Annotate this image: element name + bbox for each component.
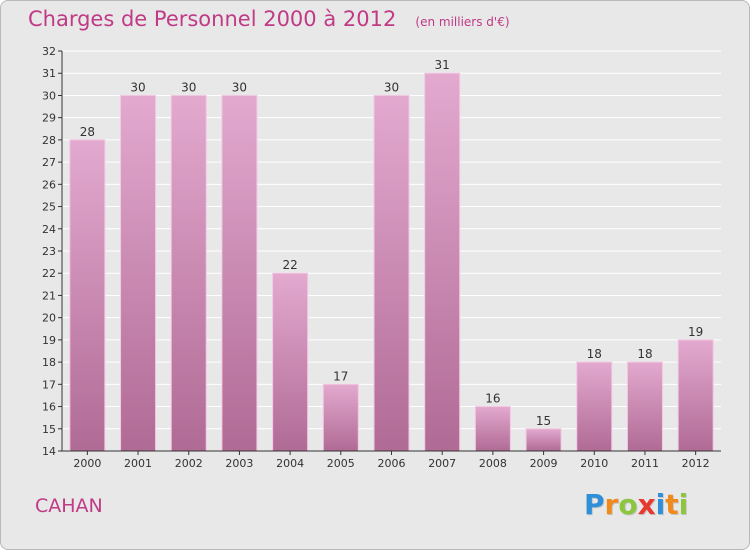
y-tick-label: 28: [42, 134, 56, 147]
bar: [170, 94, 207, 452]
bar: [474, 406, 511, 452]
x-tick-label: 2006: [378, 457, 406, 470]
y-tick-label: 22: [42, 267, 56, 280]
data-label: 17: [333, 369, 348, 383]
y-tick-label: 14: [42, 445, 56, 458]
bar: [576, 361, 613, 452]
x-tick-label: 2007: [428, 457, 456, 470]
brand-letter: i: [678, 488, 689, 521]
brand-letter: r: [604, 488, 619, 521]
y-tick-label: 21: [42, 289, 56, 302]
bar: [424, 72, 461, 452]
bar: [525, 428, 562, 452]
x-tick-label: 2003: [225, 457, 253, 470]
bar: [373, 94, 410, 452]
data-label: 18: [587, 347, 602, 361]
data-label: 30: [384, 80, 399, 94]
y-tick-label: 26: [42, 178, 56, 191]
data-label: 30: [181, 80, 196, 94]
y-tick-label: 32: [42, 45, 56, 58]
bar: [322, 383, 359, 452]
data-label: 15: [536, 414, 551, 428]
x-tick-label: 2011: [631, 457, 659, 470]
x-tick-label: 2009: [530, 457, 558, 470]
y-tick-label: 18: [42, 356, 56, 369]
axes: 14 15 16 17 18 19 20 21 22 23 24 25 26 27 28 29 30 31 32 20…: [42, 45, 721, 470]
x-tick-label: 2001: [124, 457, 152, 470]
y-tick-label: 20: [42, 312, 56, 325]
y-tick-label: 23: [42, 245, 56, 258]
y-tick-label: 31: [42, 67, 56, 80]
commune-name: CAHAN: [35, 495, 103, 517]
y-tick-label: 30: [42, 89, 56, 102]
brand-letter: i: [655, 488, 666, 521]
x-tick-label: 2010: [580, 457, 608, 470]
bar: [69, 139, 106, 452]
y-tick-label: 19: [42, 334, 56, 347]
x-tick-label: 2008: [479, 457, 507, 470]
bars: [69, 72, 714, 452]
data-label: 30: [232, 80, 247, 94]
bar: [272, 272, 309, 452]
x-tick-label: 2012: [682, 457, 710, 470]
data-label: 31: [435, 58, 450, 72]
y-tick-label: 16: [42, 401, 56, 414]
data-labels: 28 30 30 30 22 17 30 31 16 15 18 18 19: [80, 58, 704, 428]
bar: [626, 361, 663, 452]
y-tick-label: 15: [42, 423, 56, 436]
x-tick-label: 2005: [327, 457, 355, 470]
brand-logo: Proxiti: [584, 488, 688, 521]
data-label: 30: [130, 80, 145, 94]
y-tick-label: 27: [42, 156, 56, 169]
chart-title: Charges de Personnel 2000 à 2012: [28, 7, 397, 31]
x-tick-label: 2002: [175, 457, 203, 470]
brand-letter: P: [584, 488, 605, 521]
bar: [677, 339, 714, 452]
data-label: 19: [688, 325, 703, 339]
y-tick-label: 29: [42, 112, 56, 125]
data-label: 16: [485, 392, 500, 406]
y-tick-label: 17: [42, 378, 56, 391]
brand-letter: x: [637, 488, 656, 521]
data-label: 28: [80, 125, 95, 139]
title-block: Charges de Personnel 2000 à 2012 (en mil…: [28, 7, 510, 31]
y-tick-label: 25: [42, 201, 56, 214]
x-tick-label: 2000: [73, 457, 101, 470]
y-tick-label: 24: [42, 223, 56, 236]
brand-letter: t: [665, 488, 679, 521]
bar: [120, 94, 157, 452]
bar: [221, 94, 258, 452]
x-tick-label: 2004: [276, 457, 304, 470]
data-label: 22: [282, 258, 297, 272]
brand-letter: o: [618, 488, 638, 521]
chart-subtitle: (en milliers d'€): [415, 15, 510, 29]
data-label: 18: [637, 347, 652, 361]
